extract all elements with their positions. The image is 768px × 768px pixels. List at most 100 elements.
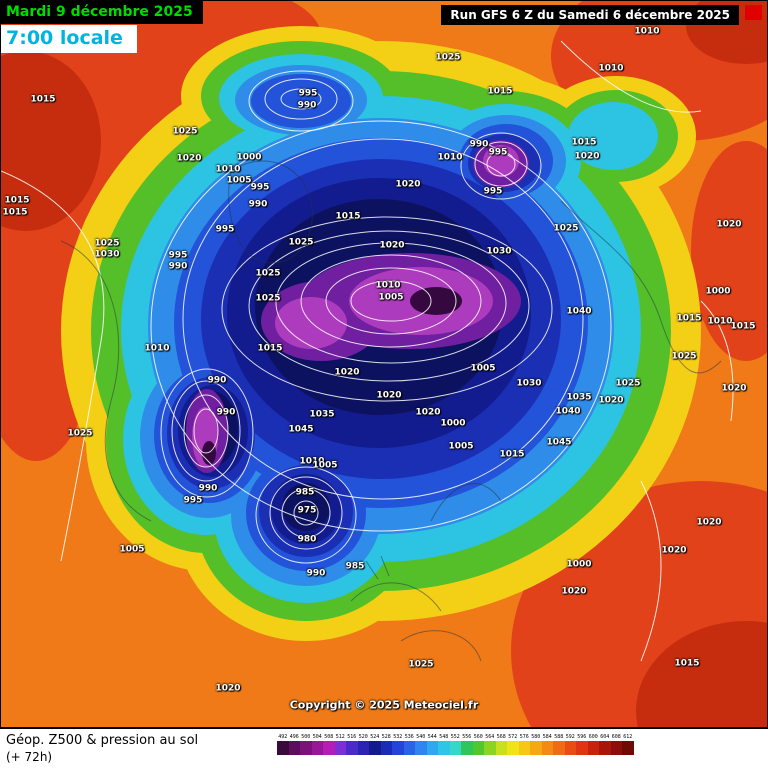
scale-cell: 540 <box>415 733 427 755</box>
pressure-label: 1015 <box>487 86 513 97</box>
run-info-label: Run GFS 6 Z du Samedi 6 décembre 2025 <box>441 5 739 25</box>
pressure-label: 985 <box>345 561 365 572</box>
pressure-label: 1015 <box>335 211 361 222</box>
pressure-label: 990 <box>248 199 268 210</box>
pressure-label: 1005 <box>378 292 404 303</box>
scale-cell: 548 <box>438 733 450 755</box>
scale-color-swatch <box>380 741 392 755</box>
scale-value: 604 <box>600 734 610 740</box>
scale-cell: 612 <box>622 733 634 755</box>
pressure-label: 990 <box>198 483 218 494</box>
scale-cell: 604 <box>599 733 611 755</box>
scale-value: 608 <box>611 734 621 740</box>
pressure-label: 1020 <box>379 240 405 251</box>
scale-color-swatch <box>323 741 335 755</box>
scale-value: 544 <box>427 734 437 740</box>
scale-color-swatch <box>472 741 484 755</box>
pressure-label: 1015 <box>676 313 702 324</box>
pressure-label: 1010 <box>375 280 401 291</box>
pressure-label: 1040 <box>555 406 581 417</box>
legend-footer: Géop. Z500 & pression au sol (+ 72h) 492… <box>0 728 768 768</box>
scale-cell: 584 <box>541 733 553 755</box>
pressure-label: 1020 <box>415 407 441 418</box>
scale-value: 508 <box>324 734 334 740</box>
pressure-label: 995 <box>488 147 508 158</box>
pressure-label: 1020 <box>215 683 241 694</box>
pressure-label: 1025 <box>255 268 281 279</box>
scale-value: 492 <box>278 734 288 740</box>
pressure-label: 990 <box>306 568 326 579</box>
pressure-label: 995 <box>183 495 203 506</box>
pressure-label: 1045 <box>288 424 314 435</box>
pressure-label: 1015 <box>30 94 56 105</box>
scale-value: 520 <box>358 734 368 740</box>
scale-value: 572 <box>508 734 518 740</box>
scale-color-swatch <box>518 741 530 755</box>
scale-color-swatch <box>357 741 369 755</box>
pressure-label: 990 <box>297 100 317 111</box>
pressure-label: 1005 <box>226 175 252 186</box>
pressure-label: 1000 <box>236 152 262 163</box>
scale-cell: 500 <box>300 733 312 755</box>
scale-cell: 568 <box>495 733 507 755</box>
scale-cell: 508 <box>323 733 335 755</box>
pressure-label: 1020 <box>696 517 722 528</box>
scale-color-swatch <box>622 741 634 755</box>
pressure-label: 1015 <box>2 207 28 218</box>
pressure-label: 1015 <box>4 195 30 206</box>
scale-value: 560 <box>473 734 483 740</box>
scale-color-swatch <box>403 741 415 755</box>
pressure-label: 985 <box>295 487 315 498</box>
pressure-label: 1020 <box>716 219 742 230</box>
scale-color-swatch <box>610 741 622 755</box>
scale-color-swatch <box>587 741 599 755</box>
scale-color-swatch <box>392 741 404 755</box>
scale-color-swatch <box>415 741 427 755</box>
scale-value: 536 <box>404 734 414 740</box>
scale-value: 540 <box>416 734 426 740</box>
legend-forecast-offset: (+ 72h) <box>6 750 53 764</box>
scale-color-swatch <box>541 741 553 755</box>
map-area: 1015 995 990 1025 1015 1010 1010 1025 1020 1000 10… <box>0 0 768 728</box>
scale-value: 576 <box>519 734 529 740</box>
copyright-label: Copyright © 2025 Meteociel.fr <box>289 698 479 712</box>
pressure-label: 1005 <box>470 363 496 374</box>
scale-cell: 564 <box>484 733 496 755</box>
isobar-contours <box>1 40 734 662</box>
scale-color-swatch <box>507 741 519 755</box>
pressure-label: 1020 <box>721 383 747 394</box>
scale-cell: 544 <box>426 733 438 755</box>
scale-value: 612 <box>623 734 633 740</box>
scale-cell: 580 <box>530 733 542 755</box>
pressure-label: 1020 <box>176 153 202 164</box>
pressure-label: 1025 <box>435 52 461 63</box>
pressure-label: 1015 <box>674 658 700 669</box>
pressure-label: 1010 <box>144 343 170 354</box>
pressure-label: 1015 <box>499 449 525 460</box>
scale-cell: 556 <box>461 733 473 755</box>
scale-value: 500 <box>301 734 311 740</box>
scale-color-swatch <box>438 741 450 755</box>
pressure-label: 1010 <box>437 152 463 163</box>
pressure-label: 1035 <box>309 409 335 420</box>
scale-value: 592 <box>565 734 575 740</box>
pressure-label: 990 <box>207 375 227 386</box>
pressure-label: 975 <box>297 505 317 516</box>
pressure-label: 1010 <box>299 456 325 467</box>
pressure-label: 995 <box>250 182 270 193</box>
scale-value: 516 <box>347 734 357 740</box>
pressure-label: 1005 <box>312 460 338 471</box>
pressure-label: 1020 <box>661 545 687 556</box>
pressure-label: 1005 <box>448 441 474 452</box>
scale-value: 532 <box>393 734 403 740</box>
pressure-label: 1020 <box>598 395 624 406</box>
pressure-label: 1000 <box>705 286 731 297</box>
scale-cell: 504 <box>311 733 323 755</box>
coastlines <box>60 160 722 662</box>
scale-color-swatch <box>288 741 300 755</box>
scale-color-swatch <box>426 741 438 755</box>
pressure-label: 1005 <box>119 544 145 555</box>
pressure-label: 1035 <box>566 392 592 403</box>
pressure-label: 1045 <box>546 437 572 448</box>
pressure-label: 1010 <box>598 63 624 74</box>
